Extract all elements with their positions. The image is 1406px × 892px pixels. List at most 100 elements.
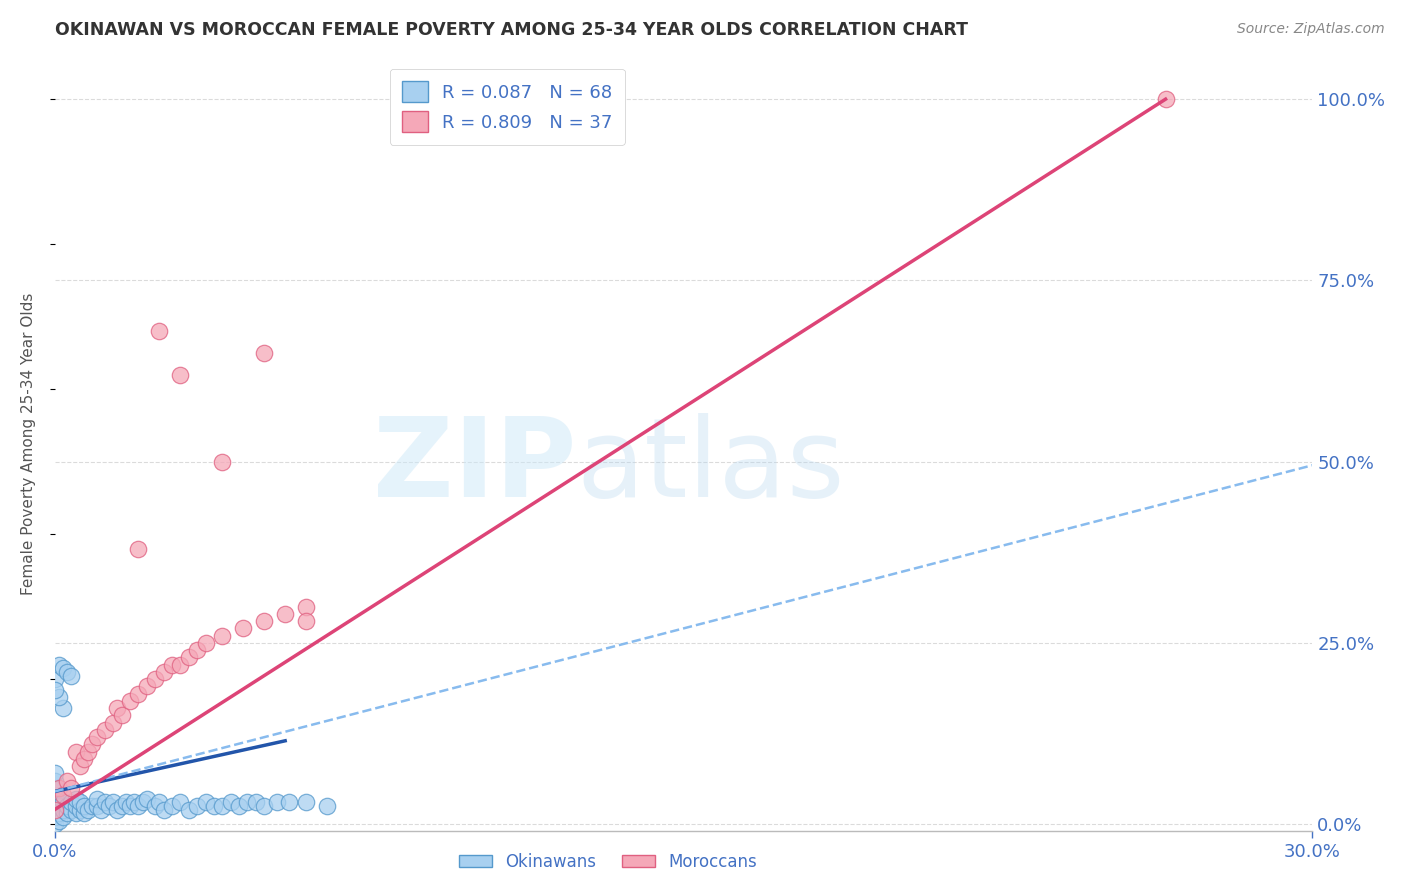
Point: [56, 799, 79, 814]
Point: [56, 806, 79, 821]
Point: [82, 738, 104, 752]
Point: [44, 796, 66, 810]
Point: [118, 799, 141, 814]
Point: [111, 799, 134, 814]
Point: [266, 796, 288, 810]
Point: [160, 799, 183, 814]
Point: [295, 614, 318, 628]
Point: [73, 799, 96, 814]
Point: [60, 796, 83, 810]
Point: [169, 657, 191, 672]
Text: OKINAWAN VS MOROCCAN FEMALE POVERTY AMONG 25-34 YEAR OLDS CORRELATION CHART: OKINAWAN VS MOROCCAN FEMALE POVERTY AMON…: [55, 21, 967, 39]
Point: [1154, 92, 1177, 106]
Point: [48, 806, 70, 821]
Point: [295, 796, 318, 810]
Point: [211, 629, 233, 643]
Point: [94, 723, 117, 737]
Point: [65, 745, 87, 759]
Point: [48, 780, 70, 795]
Point: [278, 796, 301, 810]
Point: [253, 346, 276, 360]
Point: [127, 541, 149, 556]
Point: [169, 796, 191, 810]
Point: [44, 780, 66, 795]
Point: [232, 622, 254, 636]
Point: [65, 799, 87, 814]
Point: [177, 803, 200, 817]
Point: [69, 803, 91, 817]
Point: [169, 368, 191, 382]
Point: [44, 803, 66, 817]
Point: [152, 803, 174, 817]
Point: [52, 803, 75, 817]
Text: ZIP: ZIP: [373, 413, 576, 520]
Point: [236, 796, 259, 810]
Point: [52, 661, 75, 675]
Point: [186, 643, 208, 657]
Point: [177, 650, 200, 665]
Point: [143, 799, 166, 814]
Point: [56, 773, 79, 788]
Point: [148, 796, 170, 810]
Point: [48, 799, 70, 814]
Point: [253, 799, 276, 814]
Point: [44, 817, 66, 831]
Point: [52, 701, 75, 715]
Point: [44, 788, 66, 802]
Point: [65, 806, 87, 821]
Point: [48, 690, 70, 705]
Point: [82, 799, 104, 814]
Point: [86, 799, 108, 814]
Point: [73, 752, 96, 766]
Point: [44, 766, 66, 780]
Point: [65, 792, 87, 806]
Point: [86, 730, 108, 744]
Point: [127, 687, 149, 701]
Point: [44, 773, 66, 788]
Point: [94, 796, 117, 810]
Point: [194, 636, 217, 650]
Point: [118, 694, 141, 708]
Point: [44, 803, 66, 817]
Point: [148, 324, 170, 338]
Point: [52, 810, 75, 824]
Point: [152, 665, 174, 679]
Point: [107, 803, 129, 817]
Point: [211, 455, 233, 469]
Point: [219, 796, 242, 810]
Point: [103, 715, 125, 730]
Point: [86, 792, 108, 806]
Point: [60, 668, 83, 682]
Point: [274, 607, 297, 621]
Point: [60, 780, 83, 795]
Text: Source: ZipAtlas.com: Source: ZipAtlas.com: [1237, 22, 1385, 37]
Point: [77, 803, 100, 817]
Point: [44, 810, 66, 824]
Point: [194, 796, 217, 810]
Point: [69, 759, 91, 773]
Point: [52, 788, 75, 802]
Point: [211, 799, 233, 814]
Legend: Okinawans, Moroccans: Okinawans, Moroccans: [453, 846, 763, 878]
Point: [52, 796, 75, 810]
Point: [60, 803, 83, 817]
Point: [160, 657, 183, 672]
Point: [122, 796, 145, 810]
Point: [115, 796, 138, 810]
Point: [56, 665, 79, 679]
Point: [90, 803, 112, 817]
Point: [44, 683, 66, 698]
Point: [253, 614, 276, 628]
Point: [131, 796, 153, 810]
Point: [228, 799, 250, 814]
Point: [127, 799, 149, 814]
Point: [107, 701, 129, 715]
Point: [245, 796, 267, 810]
Point: [77, 745, 100, 759]
Point: [143, 672, 166, 686]
Point: [44, 672, 66, 686]
Point: [135, 680, 157, 694]
Point: [316, 799, 339, 814]
Point: [295, 599, 318, 614]
Point: [186, 799, 208, 814]
